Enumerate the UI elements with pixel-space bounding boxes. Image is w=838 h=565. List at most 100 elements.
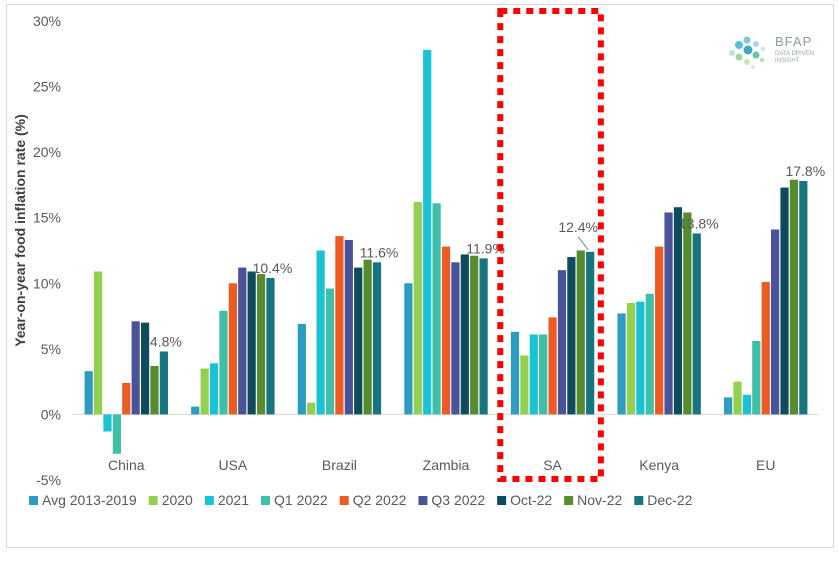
category-label: USA — [218, 457, 247, 473]
y-axis: -5% 0% 5% 10% 15% 20% 25% 30% — [33, 13, 61, 488]
category-label: China — [108, 457, 145, 473]
legend-swatch — [204, 496, 214, 505]
bar — [307, 402, 316, 415]
legend-label: Q1 2022 — [274, 492, 328, 508]
legend-swatch — [148, 496, 158, 505]
bar — [664, 212, 673, 415]
bar — [470, 255, 479, 415]
legend-item: Dec-22 — [634, 492, 693, 508]
bar — [548, 317, 557, 415]
bar — [363, 259, 372, 415]
sa-highlight-box — [497, 8, 604, 482]
bar — [219, 310, 228, 415]
data-label: 13.8% — [679, 215, 719, 231]
bar — [692, 233, 701, 415]
bar — [539, 334, 548, 415]
legend-swatch — [497, 496, 507, 505]
bar — [432, 203, 441, 415]
legend-swatch — [418, 496, 428, 505]
bar — [636, 301, 645, 415]
bar — [131, 321, 140, 415]
legend-label: Q2 2022 — [353, 492, 407, 508]
bar — [354, 267, 363, 415]
data-label: 11.6% — [360, 244, 399, 260]
bar — [84, 371, 93, 415]
bar — [404, 283, 413, 415]
bar — [256, 274, 266, 415]
legend-item: Q1 2022 — [261, 492, 328, 508]
legend-item: Q2 2022 — [339, 492, 407, 508]
legend-label: Oct-22 — [510, 492, 552, 508]
bar — [742, 394, 752, 415]
data-label: 11.9% — [466, 240, 505, 256]
bar — [557, 270, 567, 415]
bar — [724, 397, 733, 415]
bar — [441, 246, 451, 415]
bar — [771, 229, 780, 415]
y-tick-label: 15% — [33, 210, 61, 226]
y-tick-label: -5% — [36, 472, 61, 488]
legend-item: 2021 — [204, 492, 249, 508]
data-labels-layer: 4.8% 10.4% 11.6% 11.9% 12.4% 13.8% 17.8% — [150, 163, 825, 349]
legend-swatch — [634, 496, 644, 505]
bar — [297, 323, 306, 415]
bar — [752, 340, 761, 415]
bar — [655, 246, 664, 415]
bar — [673, 207, 683, 415]
bar — [520, 355, 529, 415]
bfap-logo: BFAP DATA DRIVEN INSIGHT — [723, 31, 814, 75]
data-label: 4.8% — [150, 333, 182, 349]
data-label: 12.4% — [558, 219, 598, 235]
legend-swatch — [29, 496, 38, 505]
bar — [325, 288, 335, 415]
bar — [93, 271, 103, 415]
bar — [617, 313, 626, 415]
bar — [423, 49, 432, 415]
bar — [372, 262, 382, 415]
category-label: SA — [543, 457, 562, 473]
legend-item: Q3 2022 — [418, 492, 485, 508]
chart-frame: -5% 0% 5% 10% 15% 20% 25% 30% 4.8% 10.4% 11.6% 11.… — [6, 4, 834, 548]
category-label: EU — [756, 457, 775, 473]
y-tick-label: 20% — [33, 144, 61, 160]
legend-swatch — [564, 496, 574, 505]
category-labels: China USA Brazil Zambia SA Kenya EU — [108, 457, 775, 473]
legend-label: Q3 2022 — [431, 492, 485, 508]
legend: Avg 2013-2019 2020 2021 Q1 2022 Q2 2022 Q3 20… — [29, 492, 693, 508]
bar — [316, 250, 325, 415]
legend-swatch — [339, 496, 349, 505]
bar — [451, 262, 460, 415]
inflation-chart: -5% 0% 5% 10% 15% 20% 25% 30% 4.8% 10.4% 11.6% 11.… — [12, 8, 825, 508]
bar — [780, 187, 789, 415]
data-label: 17.8% — [785, 163, 825, 179]
bar — [510, 331, 520, 415]
bar — [626, 302, 636, 415]
legend-item: 2020 — [148, 492, 193, 508]
legend-swatch — [261, 496, 271, 505]
legend-label: Avg 2013-2019 — [42, 492, 137, 508]
legend-label: 2020 — [162, 492, 193, 508]
bar — [645, 293, 654, 415]
bar — [460, 254, 469, 415]
bar — [122, 382, 131, 415]
bar — [761, 281, 770, 415]
bar — [567, 257, 576, 415]
legend-label: 2021 — [218, 492, 249, 508]
y-tick-label: 30% — [33, 13, 61, 29]
bar — [191, 406, 200, 415]
bar — [200, 368, 209, 415]
bar — [228, 283, 237, 415]
bar — [683, 212, 692, 415]
bar — [479, 258, 488, 415]
bars-layer — [84, 49, 808, 454]
category-label: Kenya — [639, 457, 679, 473]
data-label: 10.4% — [253, 260, 293, 276]
bar — [413, 201, 422, 415]
category-label: Brazil — [322, 457, 357, 473]
data-label-leader — [577, 236, 589, 251]
bar — [733, 381, 742, 415]
logo-brand-text: BFAP — [775, 34, 813, 49]
bar — [238, 267, 247, 415]
y-tick-label: 5% — [41, 341, 61, 357]
y-tick-label: 10% — [33, 275, 61, 291]
